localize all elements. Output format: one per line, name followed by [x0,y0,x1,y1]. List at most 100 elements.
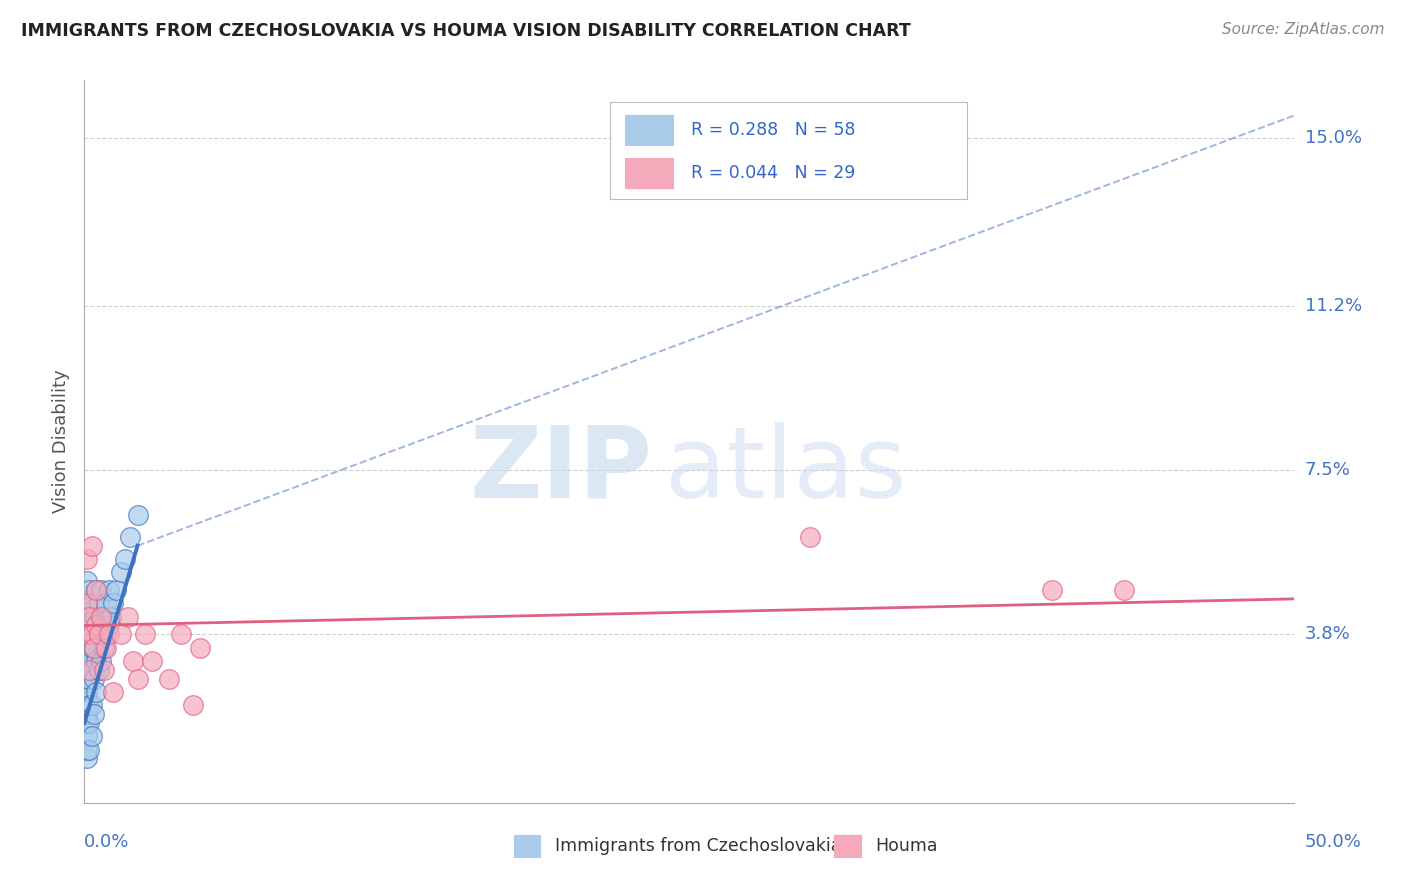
Text: IMMIGRANTS FROM CZECHOSLOVAKIA VS HOUMA VISION DISABILITY CORRELATION CHART: IMMIGRANTS FROM CZECHOSLOVAKIA VS HOUMA … [21,22,911,40]
Point [799,530,821,544]
Point [94,627,117,641]
Point [127,508,149,522]
Point [76,729,98,743]
Point [97,627,120,641]
Point [77,663,100,677]
Text: 15.0%: 15.0% [1305,129,1361,147]
Point [1040,582,1063,597]
Point [77,742,100,756]
Point [90,618,112,632]
Point [141,654,163,668]
Point [76,618,98,632]
Point [76,627,98,641]
Point [76,654,98,668]
Point [80,618,103,632]
Point [76,627,98,641]
Point [77,582,100,597]
Point [93,609,115,624]
Point [76,672,98,686]
Point [83,640,105,655]
Point [134,627,156,641]
Point [121,654,143,668]
Point [97,618,120,632]
Bar [624,115,673,145]
Point [77,618,100,632]
Point [94,596,117,610]
Text: Source: ZipAtlas.com: Source: ZipAtlas.com [1222,22,1385,37]
Point [90,609,112,624]
Point [103,685,125,699]
Point [80,539,103,553]
Point [76,596,98,610]
Point [76,716,98,731]
Point [77,698,100,713]
Point [86,654,108,668]
Point [80,627,103,641]
Point [181,698,204,713]
Point [127,672,149,686]
Point [76,742,98,756]
Point [90,582,112,597]
Y-axis label: Vision Disability: Vision Disability [52,369,70,514]
Point [117,609,139,624]
Point [86,618,108,632]
Point [83,640,105,655]
Text: 11.2%: 11.2% [1305,297,1362,316]
Point [80,729,103,743]
Point [87,627,110,641]
Point [77,632,100,646]
Point [87,627,110,641]
Point [77,716,100,731]
Point [76,552,98,566]
Point [77,649,100,664]
Text: ZIP: ZIP [470,422,652,519]
Point [86,582,108,597]
Point [87,596,110,610]
Point [76,694,98,708]
Point [190,640,212,655]
Point [76,685,98,699]
Point [1114,582,1136,597]
Point [90,654,112,668]
Point [80,698,103,713]
Point [76,596,98,610]
Point [86,685,108,699]
Point [77,672,100,686]
Point [86,582,108,597]
Point [97,582,120,597]
Bar [624,158,673,188]
Point [93,663,115,677]
Point [83,672,105,686]
Point [76,707,98,722]
Point [103,596,125,610]
Point [76,663,98,677]
Point [83,609,105,624]
Point [87,663,110,677]
Point [76,640,98,655]
Text: 0.0%: 0.0% [84,833,129,851]
Bar [513,835,540,857]
Point [120,530,142,544]
Point [83,707,105,722]
Text: 3.8%: 3.8% [1305,625,1350,643]
FancyBboxPatch shape [610,102,967,200]
Point [94,640,117,655]
Point [80,640,103,655]
Point [157,672,180,686]
Text: atlas: atlas [665,422,907,519]
Point [110,627,132,641]
Point [170,627,193,641]
Point [76,609,98,624]
Point [114,552,136,566]
Text: R = 0.288   N = 58: R = 0.288 N = 58 [692,121,856,139]
Point [76,751,98,765]
Point [77,609,100,624]
Text: 50.0%: 50.0% [1305,833,1361,851]
Point [77,605,100,619]
Text: 7.5%: 7.5% [1305,461,1351,479]
Point [80,596,103,610]
Bar [834,835,860,857]
Point [110,566,132,580]
Point [80,663,103,677]
Text: R = 0.044   N = 29: R = 0.044 N = 29 [692,164,856,182]
